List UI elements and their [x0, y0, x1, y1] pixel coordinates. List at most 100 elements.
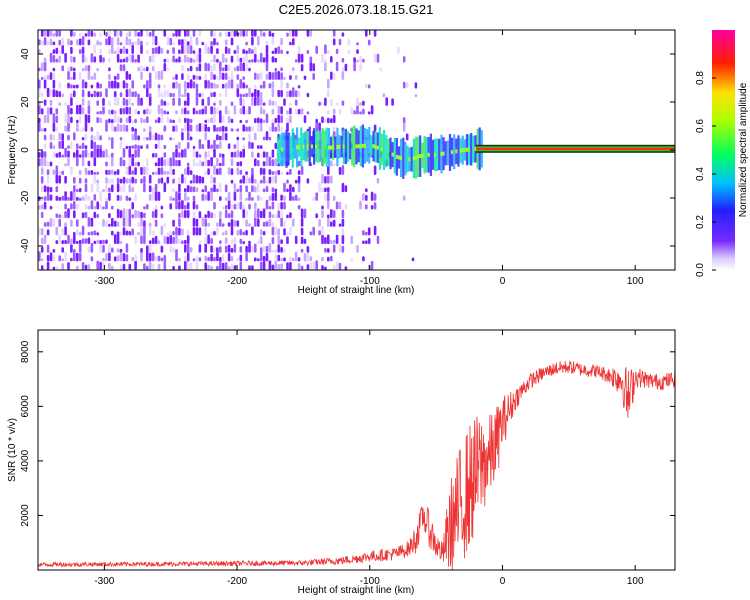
- spectrogram-cell: [365, 188, 368, 193]
- spectrogram-cell: [230, 218, 234, 227]
- spectrogram-cell: [84, 122, 88, 132]
- spectrogram-cell: [40, 30, 44, 37]
- spectrogram-cell: [216, 222, 219, 227]
- spectrogram-ridge-core: [463, 147, 467, 152]
- spectrogram-cell: [239, 238, 243, 245]
- spectrogram-cell: [204, 105, 207, 115]
- spectrogram-cell: [178, 192, 181, 201]
- spectrogram-cell: [148, 174, 152, 184]
- spectrogram-cell: [306, 111, 310, 115]
- spectrogram-cell: [108, 187, 111, 193]
- spectrogram-cell: [359, 111, 362, 115]
- spectrogram-cell: [321, 256, 324, 262]
- spectrogram-cell: [111, 157, 114, 167]
- spectrogram-cell: [137, 32, 140, 37]
- spectrogram-xtick-label: -200: [227, 276, 247, 287]
- spectrogram-cell: [78, 154, 82, 158]
- spectrogram-cell: [102, 98, 105, 106]
- spectrogram-cell: [192, 186, 196, 193]
- spectrogram-cell: [362, 108, 365, 115]
- spectrogram-cell: [356, 49, 359, 54]
- spectrogram-cell: [318, 219, 321, 227]
- spectrogram-cell: [257, 36, 260, 46]
- spectrogram-cell: [239, 229, 243, 236]
- spectrogram-cell: [102, 257, 105, 262]
- spectrogram-cell: [280, 194, 283, 201]
- spectrogram-cell: [186, 74, 190, 80]
- spectrogram-cell: [338, 262, 342, 270]
- spectrogram-cell: [181, 149, 184, 158]
- spectrogram-cell: [46, 40, 50, 46]
- spectrogram-ridge-core: [298, 145, 301, 150]
- spectrogram-cell: [122, 124, 126, 132]
- spectrogram-cell: [224, 184, 228, 193]
- spectrogram-cell: [221, 115, 225, 124]
- spectrogram-cell: [271, 50, 275, 54]
- spectrogram-cell: [324, 97, 327, 106]
- spectrogram-cell: [128, 53, 132, 63]
- spectrogram-cell: [236, 202, 240, 210]
- spectrogram-cell: [87, 114, 91, 124]
- spectrogram-ridge-cell: [321, 128, 324, 166]
- spectrogram-cell: [148, 131, 152, 141]
- spectrogram-cell: [204, 236, 207, 245]
- spectrogram-ridge-core: [327, 145, 331, 150]
- spectrogram-cell: [154, 219, 158, 227]
- spectrogram-cell: [257, 195, 260, 201]
- spectrogram-cell: [344, 63, 348, 72]
- spectrogram-cell: [286, 236, 289, 245]
- spectrogram-ridge-cell: [300, 127, 303, 167]
- spectrogram-cell: [81, 53, 85, 63]
- spectrogram-ridge-core: [440, 152, 443, 156]
- spectrogram-cell: [245, 53, 248, 63]
- spectrogram-ridge-core: [417, 154, 420, 159]
- spectrogram-cell: [341, 57, 345, 63]
- spectrogram-cell: [306, 92, 310, 98]
- spectrogram-cell: [125, 106, 129, 115]
- spectrogram-cell: [262, 255, 266, 262]
- spectrogram-cell: [248, 67, 251, 72]
- spectrogram-cell: [289, 41, 292, 46]
- spectrogram-cell: [280, 106, 283, 115]
- spectrogram-cell: [262, 188, 266, 193]
- spectrogram-cell: [140, 71, 143, 80]
- spectrogram-cell: [318, 122, 321, 132]
- spectrogram-cell: [242, 76, 245, 80]
- spectrogram-cell: [309, 56, 313, 63]
- spectrogram-cell: [254, 132, 257, 141]
- spectrogram-cell: [213, 113, 216, 124]
- spectrogram-cell: [58, 49, 61, 54]
- spectrogram-cell: [175, 144, 178, 149]
- spectrogram-cell: [280, 258, 283, 262]
- spectrogram-cell: [251, 30, 254, 37]
- spectrogram-cell: [148, 55, 152, 63]
- spectrogram-cell: [160, 257, 164, 262]
- spectrogram-cell: [259, 71, 263, 80]
- spectrogram-cell: [332, 163, 336, 167]
- spectrogram-cell: [292, 218, 295, 227]
- spectrogram-cell: [151, 47, 155, 54]
- spectrogram-cell: [154, 183, 158, 193]
- spectrogram-cell: [300, 217, 304, 227]
- spectrogram-ridge-cell: [410, 146, 413, 172]
- spectrogram-cell: [166, 89, 170, 98]
- spectrogram-cell: [271, 109, 275, 115]
- spectrogram-cell: [52, 55, 56, 63]
- spectrogram-cell: [274, 260, 278, 270]
- spectrogram-cell: [297, 160, 301, 167]
- spectrogram-cell: [227, 110, 231, 115]
- spectrogram-cell: [338, 108, 342, 115]
- spectrogram-cell: [315, 213, 318, 219]
- spectrogram-cell: [131, 44, 134, 54]
- spectrogram-cell: [321, 265, 324, 270]
- spectrogram-cell: [93, 194, 97, 201]
- spectrogram-cell: [262, 151, 266, 158]
- spectrogram-cell: [321, 116, 324, 124]
- spectrogram-cell: [277, 210, 280, 219]
- spectrogram-cell: [38, 123, 41, 132]
- spectrogram-cell: [160, 167, 164, 175]
- spectrogram-cell: [224, 262, 228, 270]
- spectrogram-cell: [283, 257, 286, 262]
- spectrogram-cell: [192, 195, 196, 201]
- spectrogram-cell: [192, 158, 196, 167]
